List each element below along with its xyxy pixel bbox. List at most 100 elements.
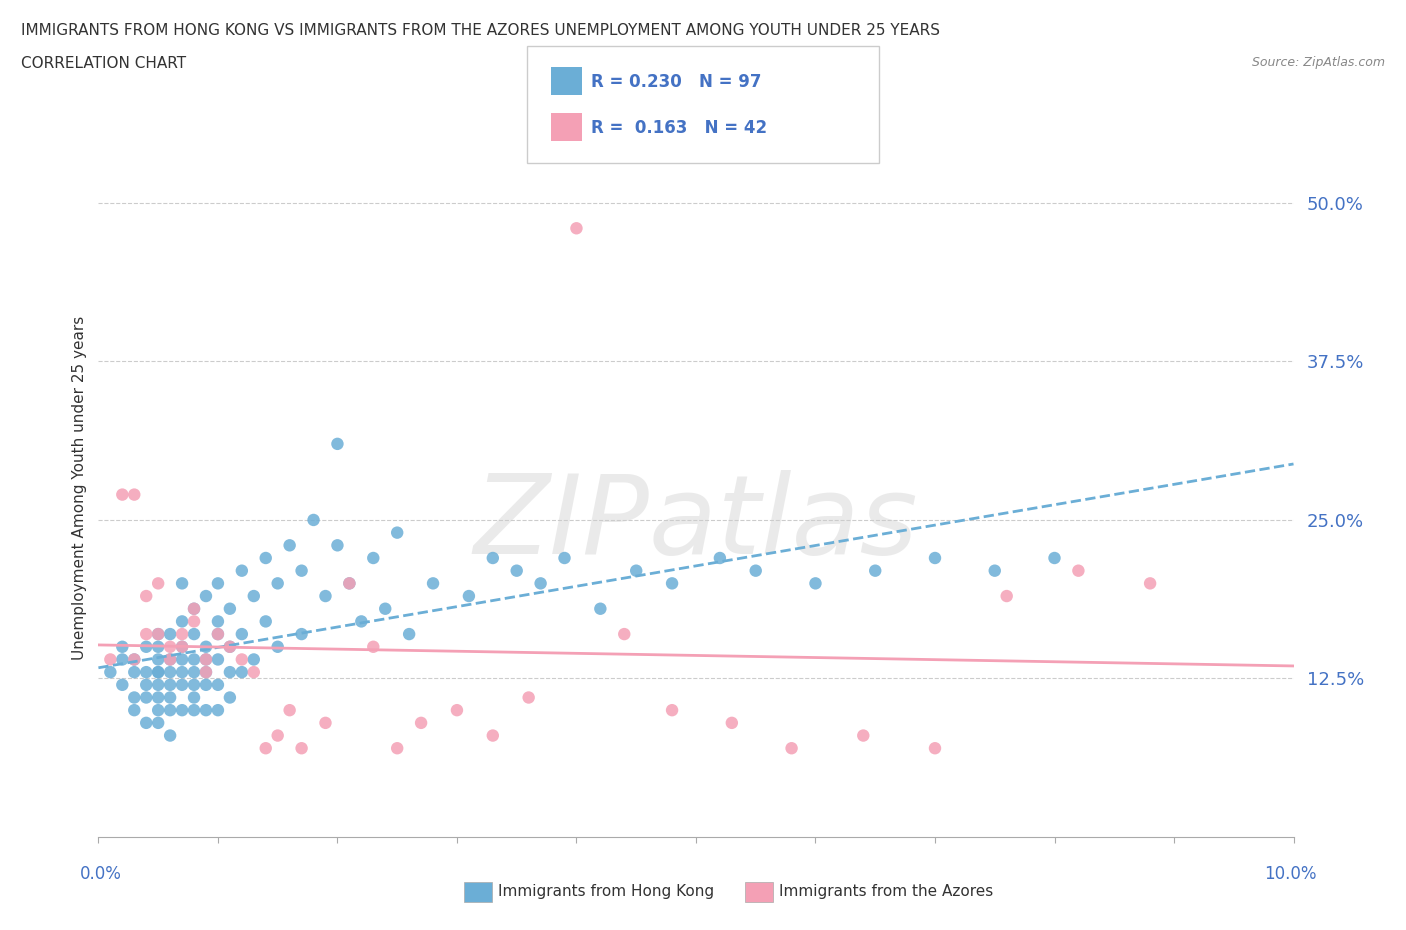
Point — [219, 602, 242, 617]
Point — [385, 741, 409, 756]
Point — [111, 652, 134, 667]
Point — [267, 728, 290, 743]
Point — [159, 665, 181, 680]
Point — [207, 627, 229, 642]
Point — [148, 652, 170, 667]
Point — [780, 741, 803, 756]
Point — [626, 564, 648, 578]
Point — [326, 538, 349, 552]
Point — [243, 589, 266, 604]
Point — [135, 589, 157, 604]
Point — [339, 576, 361, 591]
Point — [135, 715, 157, 730]
Point — [254, 614, 277, 629]
Point — [148, 665, 170, 680]
Point — [482, 551, 505, 565]
Point — [278, 538, 301, 552]
Point — [207, 652, 229, 667]
Point — [195, 652, 218, 667]
Point — [315, 715, 337, 730]
Point — [984, 564, 1007, 578]
Point — [148, 627, 170, 642]
Point — [98, 665, 122, 680]
Point — [172, 614, 194, 629]
Point — [183, 614, 205, 629]
Point — [124, 652, 146, 667]
Text: CORRELATION CHART: CORRELATION CHART — [21, 56, 186, 71]
Point — [1043, 551, 1066, 565]
Point — [385, 525, 409, 540]
Point — [852, 728, 875, 743]
Point — [207, 703, 229, 718]
Point — [231, 652, 253, 667]
Point — [148, 665, 170, 680]
Point — [924, 551, 946, 565]
Point — [243, 652, 266, 667]
Point — [243, 665, 266, 680]
Point — [195, 677, 218, 692]
Point — [172, 576, 194, 591]
Point — [374, 602, 396, 617]
Point — [231, 564, 253, 578]
Point — [458, 589, 481, 604]
Point — [148, 715, 170, 730]
Point — [159, 639, 181, 654]
Point — [254, 741, 277, 756]
Point — [565, 220, 588, 235]
Point — [219, 639, 242, 654]
Point — [159, 652, 181, 667]
Point — [159, 652, 181, 667]
Point — [183, 602, 205, 617]
Point — [183, 627, 205, 642]
Point — [291, 627, 314, 642]
Point — [148, 627, 170, 642]
Point — [135, 627, 157, 642]
Point — [530, 576, 553, 591]
Point — [745, 564, 768, 578]
Point — [291, 564, 314, 578]
Point — [148, 703, 170, 718]
Point — [124, 665, 146, 680]
Point — [446, 703, 468, 718]
Point — [183, 690, 205, 705]
Text: Immigrants from the Azores: Immigrants from the Azores — [779, 884, 993, 899]
Point — [207, 677, 229, 692]
Point — [183, 677, 205, 692]
Point — [363, 639, 385, 654]
Point — [195, 703, 218, 718]
Point — [350, 614, 373, 629]
Point — [207, 627, 229, 642]
Point — [554, 551, 576, 565]
Y-axis label: Unemployment Among Youth under 25 years: Unemployment Among Youth under 25 years — [72, 316, 87, 660]
Point — [219, 690, 242, 705]
Point — [159, 690, 181, 705]
Point — [111, 487, 134, 502]
Point — [804, 576, 827, 591]
Point — [267, 576, 290, 591]
Point — [661, 703, 683, 718]
Point — [159, 627, 181, 642]
Point — [159, 728, 181, 743]
Point — [124, 487, 146, 502]
Text: 0.0%: 0.0% — [80, 865, 122, 883]
Point — [517, 690, 540, 705]
Point — [195, 589, 218, 604]
Point — [589, 602, 612, 617]
Point — [924, 741, 946, 756]
Point — [195, 665, 218, 680]
Point — [363, 551, 385, 565]
Point — [111, 639, 134, 654]
Text: Source: ZipAtlas.com: Source: ZipAtlas.com — [1251, 56, 1385, 69]
Text: Immigrants from Hong Kong: Immigrants from Hong Kong — [498, 884, 714, 899]
Point — [172, 677, 194, 692]
Point — [124, 690, 146, 705]
Point — [195, 652, 218, 667]
Point — [172, 639, 194, 654]
Point — [254, 551, 277, 565]
Point — [207, 614, 229, 629]
Point — [148, 677, 170, 692]
Point — [315, 589, 337, 604]
Point — [148, 576, 170, 591]
Text: R =  0.163   N = 42: R = 0.163 N = 42 — [591, 119, 766, 138]
Point — [709, 551, 731, 565]
